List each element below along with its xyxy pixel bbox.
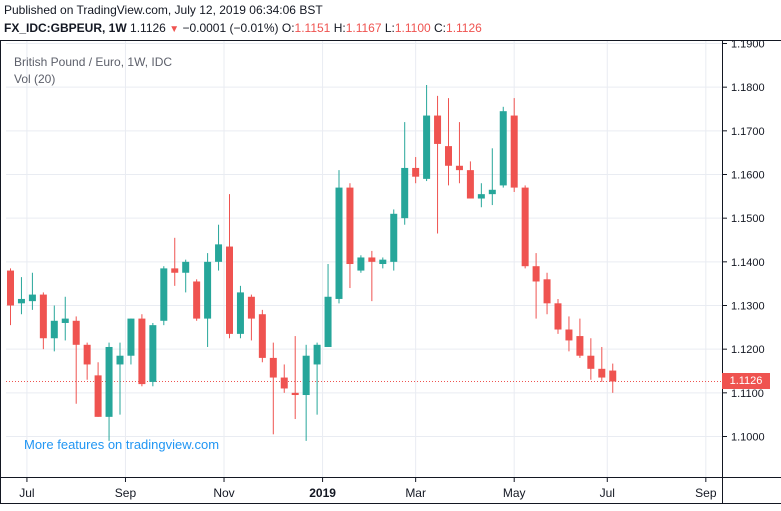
candle-body bbox=[28, 294, 36, 302]
candle-body bbox=[434, 115, 442, 144]
candle-body bbox=[280, 377, 288, 389]
low-label: L: bbox=[384, 21, 395, 35]
candle-body bbox=[455, 165, 463, 171]
candle-body bbox=[138, 318, 146, 385]
change-label: −0.0001 (−0.01%) bbox=[182, 21, 279, 35]
y-tick-label: 1.1200 bbox=[731, 344, 765, 356]
down-triangle-icon: ▼ bbox=[169, 24, 180, 35]
candle-body bbox=[7, 270, 14, 306]
candle-body bbox=[335, 187, 343, 299]
candle-body bbox=[565, 329, 573, 341]
ohlc-header: FX_IDC:GBPEUR, 1W 1.1126 ▼ −0.0001 (−0.0… bbox=[4, 21, 482, 35]
high-value: 1.1167 bbox=[345, 21, 382, 35]
x-tick-label: Jul bbox=[19, 486, 34, 500]
candle-body bbox=[576, 336, 584, 356]
y-tick-label: 1.1900 bbox=[731, 39, 765, 51]
x-tick-label: Nov bbox=[213, 486, 234, 500]
promo-link[interactable]: More features on tradingview.com bbox=[24, 437, 220, 452]
candle-body bbox=[39, 294, 47, 339]
candle-body bbox=[291, 392, 299, 396]
y-tick-label: 1.1600 bbox=[731, 170, 765, 182]
candle-body bbox=[587, 355, 595, 369]
candle-body bbox=[269, 357, 277, 378]
candle-body bbox=[193, 281, 201, 319]
candle-body bbox=[149, 325, 157, 382]
legend-title: British Pound / Euro, 1W, IDC bbox=[14, 55, 173, 69]
close-value: 1.1126 bbox=[446, 21, 482, 35]
candle-body bbox=[477, 194, 485, 199]
candle-body bbox=[390, 213, 398, 262]
candle-body bbox=[598, 368, 606, 378]
x-tick-label: Jul bbox=[600, 486, 615, 500]
candle-body bbox=[160, 268, 168, 321]
high-label: H: bbox=[333, 21, 346, 35]
candle-body bbox=[423, 115, 431, 179]
published-caption: Published on TradingView.com, July 12, 2… bbox=[4, 3, 323, 17]
y-tick-label: 1.1400 bbox=[731, 257, 765, 269]
y-tick-label: 1.1000 bbox=[731, 432, 765, 444]
candle-body bbox=[346, 187, 354, 265]
candle-body bbox=[105, 346, 113, 417]
y-tick-label: 1.1700 bbox=[731, 126, 765, 138]
candle-body bbox=[302, 355, 310, 396]
y-tick-label: 1.1300 bbox=[731, 301, 765, 313]
x-tick-label: Sep bbox=[115, 486, 137, 500]
candle-body bbox=[215, 244, 223, 262]
candle-body bbox=[324, 296, 332, 347]
x-tick-label: Mar bbox=[405, 486, 426, 500]
candle-body bbox=[17, 298, 25, 304]
candle-body bbox=[488, 189, 496, 195]
candle-body bbox=[83, 344, 91, 365]
candle-body bbox=[445, 146, 452, 166]
candle-body bbox=[368, 257, 376, 262]
candle-body bbox=[412, 167, 420, 177]
close-label: C: bbox=[434, 21, 447, 35]
candle-body bbox=[466, 170, 474, 199]
candle-body bbox=[401, 167, 409, 219]
open-value: 1.1151 bbox=[294, 21, 331, 35]
candle-body bbox=[116, 355, 124, 365]
last-price-label: 1.1126 bbox=[130, 21, 166, 35]
candle-body bbox=[171, 268, 179, 273]
candle-body bbox=[127, 318, 135, 356]
open-label: O: bbox=[281, 21, 295, 35]
candle-body bbox=[236, 292, 244, 334]
y-tick-label: 1.1800 bbox=[731, 82, 765, 94]
candle-body bbox=[554, 303, 562, 330]
candle-body bbox=[379, 259, 387, 265]
candle-body bbox=[258, 314, 266, 358]
candle-body bbox=[609, 370, 617, 382]
last-price-tag: 1.1126 bbox=[722, 373, 770, 390]
candle-body bbox=[226, 246, 233, 334]
legend-volume: Vol (20) bbox=[14, 72, 56, 86]
y-tick-label: 1.1100 bbox=[731, 388, 764, 400]
x-tick-label: Sep bbox=[695, 486, 717, 500]
candle-body bbox=[182, 261, 190, 273]
candle-body bbox=[50, 320, 58, 339]
candle-body bbox=[204, 261, 212, 319]
candle-body bbox=[61, 318, 69, 323]
candle-body bbox=[499, 111, 507, 186]
x-tick-label: 2019 bbox=[309, 486, 336, 500]
x-tick-label: May bbox=[503, 486, 526, 500]
candle-body bbox=[94, 375, 102, 417]
low-value: 1.1100 bbox=[394, 21, 431, 35]
candle-body bbox=[510, 115, 518, 188]
candle-body bbox=[543, 279, 551, 304]
symbol-label: FX_IDC:GBPEUR, 1W bbox=[4, 21, 127, 35]
candle-body bbox=[532, 266, 540, 282]
candle-body bbox=[357, 257, 365, 271]
candle-body bbox=[72, 320, 80, 345]
candle-body bbox=[247, 296, 255, 319]
candle-body bbox=[521, 187, 529, 267]
y-tick-label: 1.1500 bbox=[731, 213, 765, 225]
candle-body bbox=[313, 344, 321, 365]
